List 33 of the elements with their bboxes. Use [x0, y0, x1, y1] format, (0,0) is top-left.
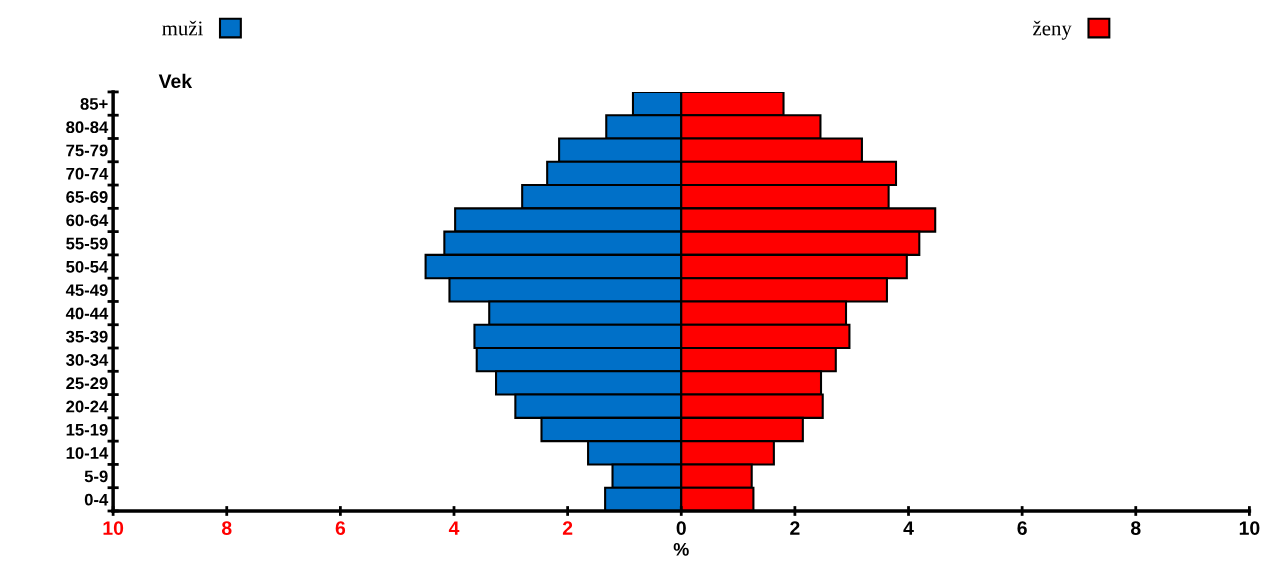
- y-tick-label: 75-79: [66, 144, 108, 157]
- y-tick-label: 0-4: [84, 493, 109, 506]
- x-tick-label: 2: [562, 521, 573, 535]
- x-tick-label: 0: [676, 521, 686, 535]
- y-tick-label: 20-24: [66, 400, 109, 413]
- y-tick-label: 30-34: [66, 354, 109, 366]
- x-tick-label: 2: [790, 521, 800, 535]
- y-tick-label: 65-69: [66, 191, 108, 203]
- y-tick-label: 50-54: [66, 260, 109, 273]
- y-tick-label: 35-39: [66, 330, 108, 343]
- x-tick-label: 6: [335, 521, 346, 535]
- x-axis-title: %: [673, 542, 689, 556]
- y-tick-label: 10-14: [66, 447, 109, 459]
- y-tick-label: 45-49: [65, 284, 108, 297]
- y-tick-label: 80-84: [66, 121, 109, 134]
- y-tick-label: 40-44: [65, 307, 109, 320]
- y-tick-label: 5-9: [84, 470, 108, 483]
- x-tick-label: 8: [221, 521, 232, 535]
- legend-label: ženy: [1033, 20, 1072, 40]
- y-tick-label: 70-74: [66, 167, 109, 180]
- x-tick-label: 4: [903, 521, 914, 535]
- y-axis-title: Vek: [158, 73, 193, 89]
- y-tick-label: 85+: [80, 97, 108, 110]
- x-tick-label: 6: [1017, 521, 1027, 535]
- x-tick-label: 10: [1239, 521, 1260, 535]
- legend-label: muži: [162, 20, 203, 36]
- x-tick-label: 8: [1130, 521, 1141, 535]
- y-tick-label: 15-19: [66, 423, 108, 436]
- x-tick-label: 4: [448, 521, 460, 535]
- x-tick-label: 10: [103, 521, 124, 535]
- y-tick-label: 55-59: [66, 237, 108, 250]
- y-tick-label: 25-29: [66, 377, 108, 390]
- y-tick-label: 60-64: [66, 214, 109, 227]
